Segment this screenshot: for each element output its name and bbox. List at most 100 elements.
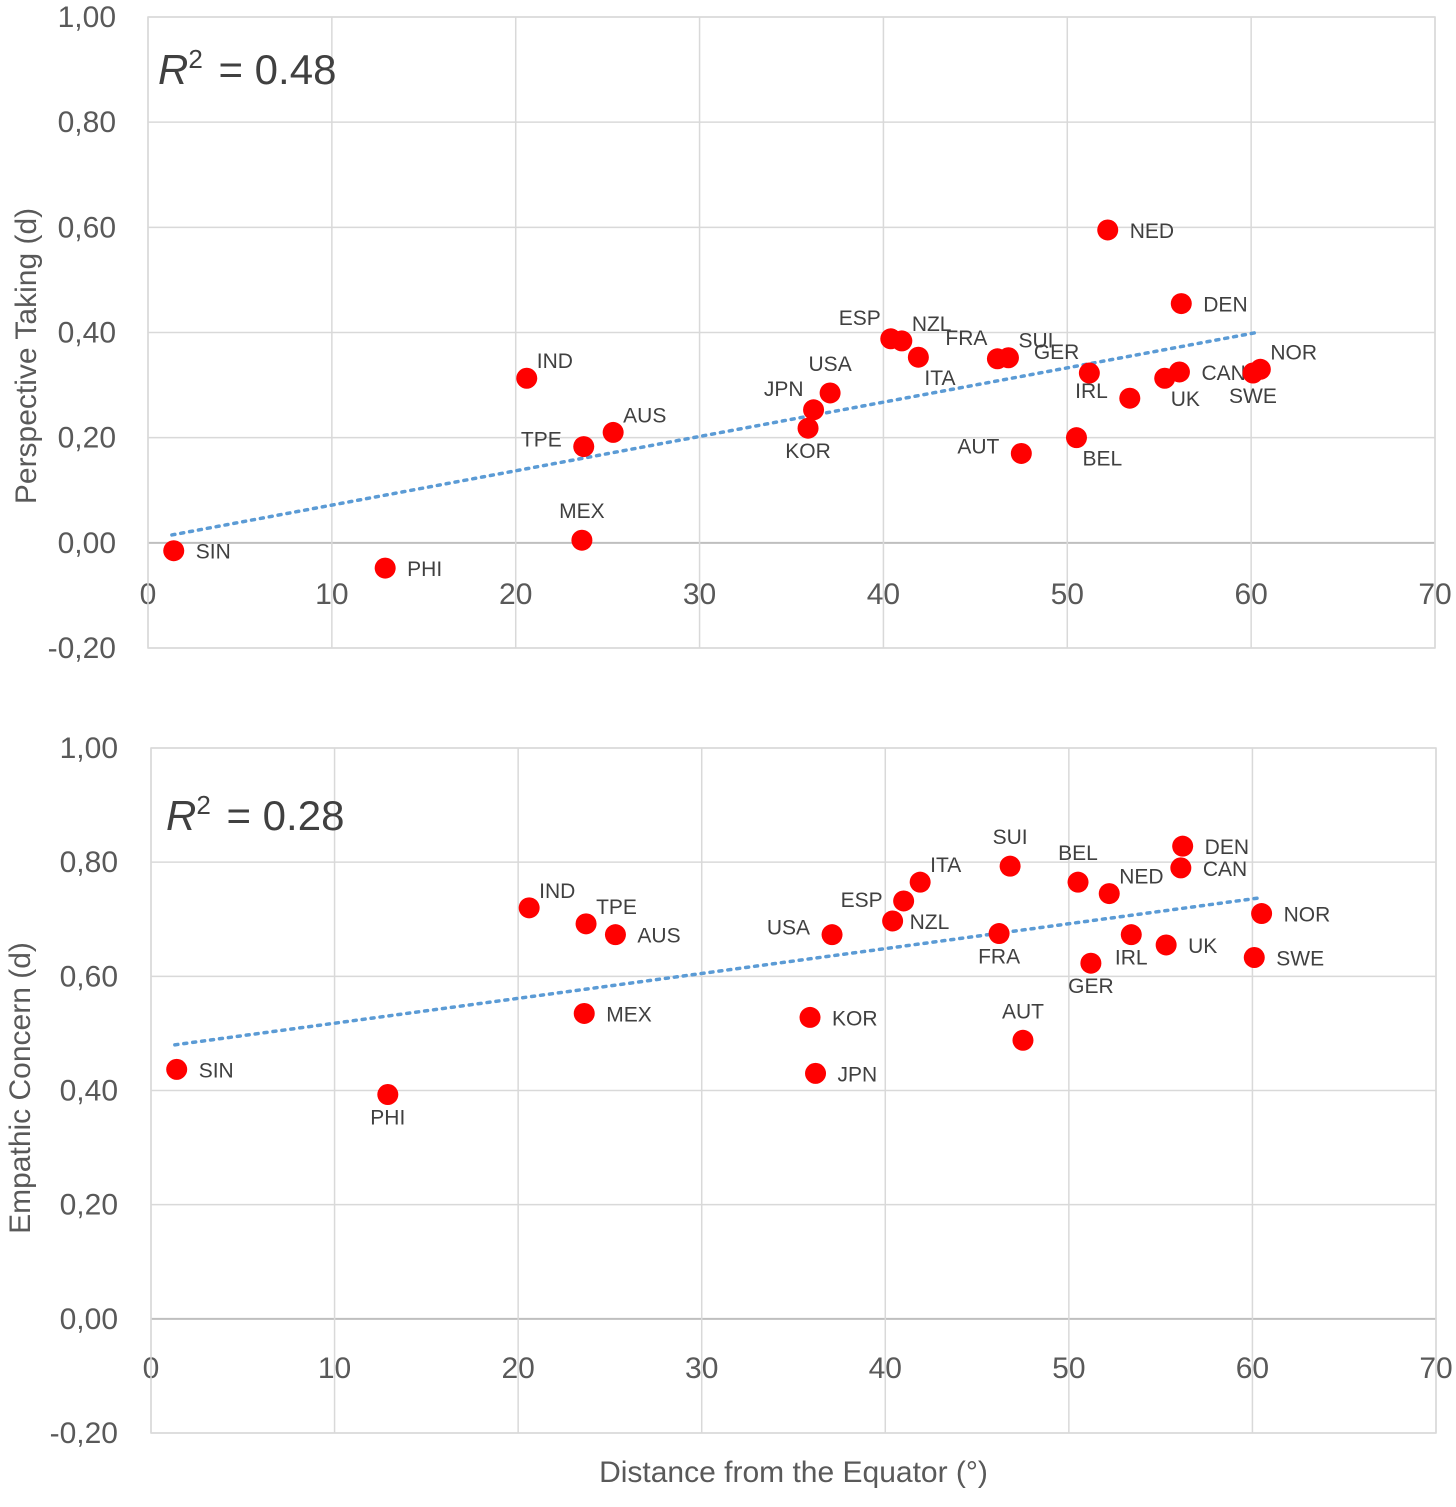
data-point-phi xyxy=(374,557,396,579)
data-point-kor xyxy=(797,417,819,439)
y-tick-label: 1,00 xyxy=(58,1,116,34)
y-axis-title: Perspective Taking (d) xyxy=(10,208,43,504)
data-point-sin xyxy=(166,1058,188,1080)
data-point-mex xyxy=(573,1002,595,1024)
y-tick-label: 0,20 xyxy=(60,1189,118,1222)
data-label-can: CAN xyxy=(1201,362,1245,385)
data-label-phi: PHI xyxy=(407,558,442,581)
data-label-uk: UK xyxy=(1188,935,1217,958)
data-label-esp: ESP xyxy=(841,889,883,912)
data-label-tpe: TPE xyxy=(521,429,562,452)
y-tick-label: 0,80 xyxy=(60,846,118,879)
linear-trendline xyxy=(173,896,1260,1047)
data-label-can: CAN xyxy=(1203,858,1247,881)
data-label-jpn: JPN xyxy=(838,1063,878,1086)
perspective-taking-panel: -0,200,000,200,400,600,801,000 10 20 30 40 50… xyxy=(10,1,1452,665)
y-tick-label: -0,20 xyxy=(50,1417,118,1450)
data-label-den: DEN xyxy=(1203,294,1247,317)
linear-trendline xyxy=(170,330,1259,537)
data-point-ned xyxy=(1098,883,1120,905)
data-label-swe: SWE xyxy=(1276,947,1324,970)
data-point-aut xyxy=(1010,442,1032,464)
y-tick-label: 0,00 xyxy=(58,527,116,560)
data-point-esp xyxy=(882,910,904,932)
data-point-phi xyxy=(377,1083,399,1105)
y-tick-label: 0,40 xyxy=(58,317,116,350)
y-tick-label: 0,80 xyxy=(58,106,116,139)
r-squared-value: = 0.48 xyxy=(207,46,337,93)
data-label-nor: NOR xyxy=(1284,904,1331,927)
data-label-ned: NED xyxy=(1119,866,1163,889)
data-label-aut: AUT xyxy=(1002,1000,1044,1023)
data-label-nzl: NZL xyxy=(910,911,950,934)
data-point-nor xyxy=(1249,358,1271,380)
x-tick-label: 10 xyxy=(315,578,348,611)
data-point-jpn xyxy=(803,399,825,421)
x-tick-label: 30 xyxy=(685,1352,718,1385)
r-squared-exponent: 2 xyxy=(196,790,210,820)
data-point-den xyxy=(1170,293,1192,315)
data-label-phi: PHI xyxy=(370,1106,405,1129)
data-point-bel xyxy=(1067,871,1089,893)
y-axis-title: Empathic Concern (d) xyxy=(4,942,37,1234)
data-label-mex: MEX xyxy=(559,500,605,523)
data-point-aut xyxy=(1012,1029,1034,1051)
data-label-fra: FRA xyxy=(978,946,1020,969)
data-label-nor: NOR xyxy=(1270,341,1317,364)
y-tick-label: 0,40 xyxy=(60,1075,118,1108)
data-point-fra xyxy=(988,923,1010,945)
data-point-nzl xyxy=(893,890,915,912)
data-point-irl xyxy=(1119,387,1141,409)
data-point-uk xyxy=(1155,934,1177,956)
data-point-ger xyxy=(1080,952,1102,974)
data-label-uk: UK xyxy=(1171,388,1200,411)
x-tick-label: 20 xyxy=(499,578,532,611)
x-tick-label: 60 xyxy=(1234,578,1267,611)
data-point-ind xyxy=(516,367,538,389)
data-label-ita: ITA xyxy=(930,854,961,877)
data-label-sui: SUI xyxy=(993,826,1028,849)
data-label-usa: USA xyxy=(809,353,852,376)
data-label-ned: NED xyxy=(1130,220,1174,243)
data-label-bel: BEL xyxy=(1058,842,1098,865)
data-label-den: DEN xyxy=(1205,836,1249,859)
x-tick-label: 30 xyxy=(683,578,716,611)
x-tick-label: 50 xyxy=(1052,1352,1085,1385)
data-label-aus: AUS xyxy=(637,925,680,948)
r-squared-symbol: R xyxy=(158,46,188,93)
data-label-bel: BEL xyxy=(1082,448,1122,471)
x-tick-label: 60 xyxy=(1236,1352,1269,1385)
data-point-aus xyxy=(604,924,626,946)
r-squared-value: = 0.28 xyxy=(215,792,345,839)
y-tick-label: 0,00 xyxy=(60,1303,118,1336)
data-label-usa: USA xyxy=(767,917,810,940)
data-point-nor xyxy=(1251,903,1273,925)
data-label-mex: MEX xyxy=(606,1003,652,1026)
x-axis-title: Distance from the Equator (°) xyxy=(599,1456,988,1489)
data-point-swe xyxy=(1243,946,1265,968)
data-label-aus: AUS xyxy=(623,404,666,427)
r-squared-symbol: R xyxy=(166,792,196,839)
y-tick-label: -0,20 xyxy=(48,632,116,665)
data-label-tpe: TPE xyxy=(596,896,637,919)
data-point-sui xyxy=(997,347,1019,369)
data-label-irl: IRL xyxy=(1115,947,1148,970)
data-point-ger xyxy=(1078,362,1100,384)
data-label-kor: KOR xyxy=(832,1007,878,1030)
data-point-can xyxy=(1168,361,1190,383)
data-label-jpn: JPN xyxy=(764,378,804,401)
data-point-usa xyxy=(819,382,841,404)
data-point-tpe xyxy=(575,913,597,935)
data-label-sin: SIN xyxy=(199,1059,234,1082)
x-tick-label: 40 xyxy=(867,578,900,611)
x-tick-label: 20 xyxy=(501,1352,534,1385)
data-label-irl: IRL xyxy=(1075,380,1108,403)
data-label-sin: SIN xyxy=(196,541,231,564)
x-tick-label: 40 xyxy=(869,1352,902,1385)
r-squared-annotation: R2 = 0.28 xyxy=(166,790,344,839)
data-label-ind: IND xyxy=(539,880,575,903)
data-point-mex xyxy=(571,529,593,551)
data-point-den xyxy=(1172,835,1194,857)
